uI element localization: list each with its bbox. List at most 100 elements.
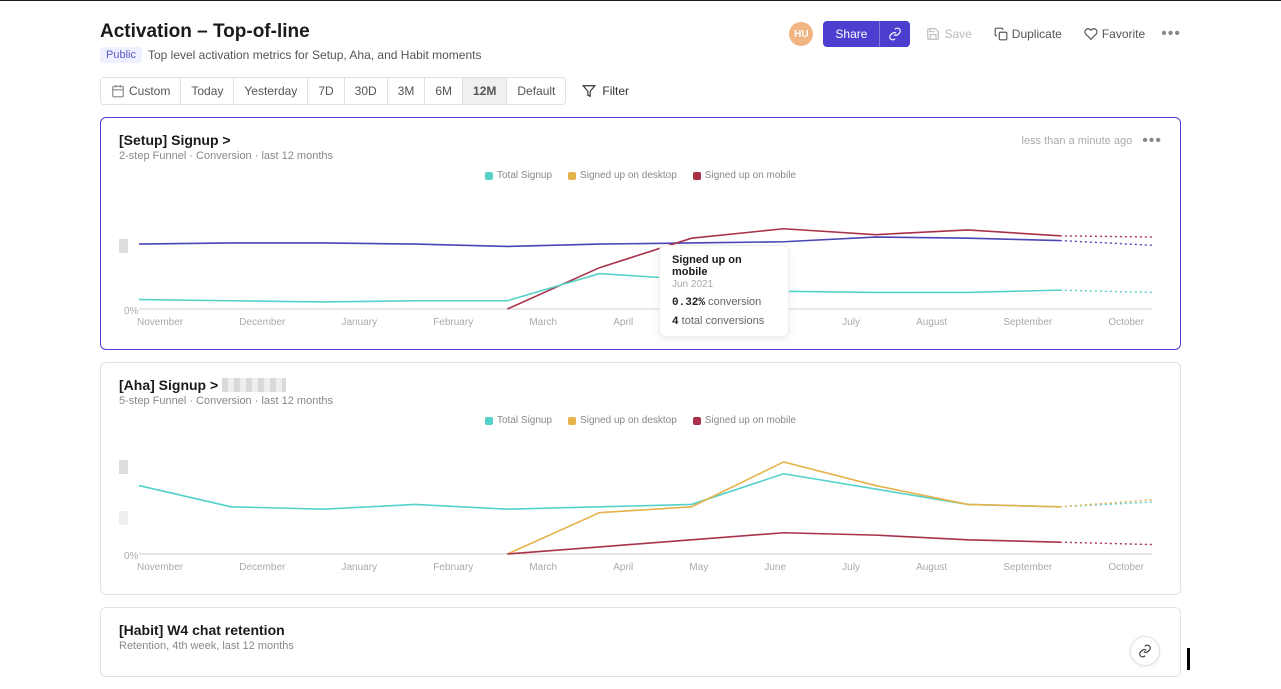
range-today[interactable]: Today bbox=[181, 78, 234, 104]
legend-item[interactable]: Total Signup bbox=[485, 415, 552, 426]
tooltip-date: Jun 2021 bbox=[672, 279, 776, 290]
x-tick-label: January bbox=[342, 317, 378, 328]
legend-label: Signed up on desktop bbox=[580, 170, 677, 181]
x-axis: NovemberDecemberJanuaryFebruaryMarchApri… bbox=[119, 315, 1162, 328]
legend-item[interactable]: Total Signup bbox=[485, 170, 552, 181]
legend-item[interactable]: Signed up on desktop bbox=[568, 170, 677, 181]
x-tick-label: November bbox=[137, 317, 183, 328]
y-axis-zero-label: 0% bbox=[124, 306, 138, 317]
card-aha-signup[interactable]: [Aha] Signup > 5-step Funnel · Conversio… bbox=[100, 362, 1181, 595]
x-tick-label: July bbox=[842, 317, 860, 328]
share-button[interactable]: Share bbox=[823, 21, 879, 47]
copy-link-button[interactable] bbox=[879, 21, 910, 47]
save-button: Save bbox=[920, 23, 977, 45]
x-tick-label: October bbox=[1108, 317, 1144, 328]
tooltip-row-2: 4 total conversions bbox=[672, 315, 776, 328]
legend-label: Signed up on mobile bbox=[705, 415, 796, 426]
duplicate-button[interactable]: Duplicate bbox=[988, 23, 1068, 45]
visibility-badge[interactable]: Public bbox=[100, 47, 142, 63]
duplicate-icon bbox=[994, 27, 1008, 41]
legend-item[interactable]: Signed up on desktop bbox=[568, 415, 677, 426]
card-title: [Aha] Signup > bbox=[119, 377, 218, 393]
avatar[interactable]: HU bbox=[789, 22, 813, 46]
y-axis-marker-2 bbox=[119, 511, 128, 525]
card-header: [Aha] Signup > 5-step Funnel · Conversio… bbox=[119, 377, 1162, 407]
y-axis-marker bbox=[119, 239, 128, 253]
filter-label: Filter bbox=[602, 84, 629, 98]
header-actions: HU Share Save Duplicate Favorite ••• bbox=[789, 21, 1181, 47]
toolbar: CustomTodayYesterday7D30D3M6M12MDefault … bbox=[100, 77, 1181, 105]
heart-icon bbox=[1084, 27, 1098, 41]
legend-swatch bbox=[693, 417, 701, 425]
x-axis: NovemberDecemberJanuaryFebruaryMarchApri… bbox=[119, 560, 1162, 573]
range-yesterday[interactable]: Yesterday bbox=[234, 78, 308, 104]
legend-swatch bbox=[568, 172, 576, 180]
x-tick-label: December bbox=[239, 317, 285, 328]
card-title: [Habit] W4 chat retention bbox=[119, 622, 294, 638]
chart-area: 0% NovemberDecemberJanuaryFebruaryMarchA… bbox=[119, 185, 1162, 335]
card-timestamp: less than a minute ago bbox=[1022, 135, 1133, 147]
link-icon bbox=[1138, 644, 1152, 658]
range-custom[interactable]: Custom bbox=[101, 78, 181, 104]
card-subtitle: 2-step Funnel · Conversion · last 12 mon… bbox=[119, 150, 333, 162]
range-6m[interactable]: 6M bbox=[425, 78, 463, 104]
x-tick-label: June bbox=[764, 562, 786, 573]
card-habit-retention[interactable]: [Habit] W4 chat retention Retention, 4th… bbox=[100, 607, 1181, 677]
legend-swatch bbox=[485, 172, 493, 180]
x-tick-label: August bbox=[916, 317, 947, 328]
range-3m[interactable]: 3M bbox=[388, 78, 426, 104]
page-subtitle: Top level activation metrics for Setup, … bbox=[148, 48, 482, 62]
legend-item[interactable]: Signed up on mobile bbox=[693, 415, 796, 426]
legend-swatch bbox=[568, 417, 576, 425]
range-30d[interactable]: 30D bbox=[345, 78, 388, 104]
y-axis-marker bbox=[119, 460, 128, 474]
line-chart bbox=[119, 185, 1162, 315]
chart-legend: Total Signup Signed up on desktop Signed u… bbox=[119, 170, 1162, 181]
x-tick-label: April bbox=[613, 317, 633, 328]
x-tick-label: September bbox=[1003, 562, 1052, 573]
legend-swatch bbox=[485, 417, 493, 425]
redacted-text bbox=[222, 378, 286, 392]
card-meta: less than a minute ago ••• bbox=[1022, 132, 1163, 150]
range-7d[interactable]: 7D bbox=[308, 78, 344, 104]
tooltip-title: Signed up on mobile bbox=[672, 254, 776, 278]
share-button-group: Share bbox=[823, 21, 910, 47]
x-tick-label: September bbox=[1003, 317, 1052, 328]
x-tick-label: December bbox=[239, 562, 285, 573]
card-more-icon[interactable]: ••• bbox=[1142, 132, 1162, 150]
card-header: [Habit] W4 chat retention Retention, 4th… bbox=[119, 622, 1162, 652]
card-subtitle: 5-step Funnel · Conversion · last 12 mon… bbox=[119, 395, 333, 407]
range-12m[interactable]: 12M bbox=[463, 78, 507, 104]
card-subtitle: Retention, 4th week, last 12 months bbox=[119, 640, 294, 652]
link-icon bbox=[888, 27, 902, 41]
x-tick-label: May bbox=[689, 562, 708, 573]
card-setup-signup[interactable]: [Setup] Signup > 2-step Funnel · Convers… bbox=[100, 117, 1181, 350]
range-default[interactable]: Default bbox=[507, 78, 565, 104]
legend-item[interactable]: Signed up on mobile bbox=[693, 170, 796, 181]
card-title-row: [Aha] Signup > bbox=[119, 377, 333, 393]
card-header: [Setup] Signup > 2-step Funnel · Convers… bbox=[119, 132, 1162, 162]
header-left: Activation – Top-of-line Public Top leve… bbox=[100, 21, 481, 63]
chart-area: 0% NovemberDecemberJanuaryFebruaryMarchA… bbox=[119, 430, 1162, 580]
calendar-icon bbox=[111, 84, 125, 98]
x-tick-label: August bbox=[916, 562, 947, 573]
more-menu-icon[interactable]: ••• bbox=[1161, 25, 1181, 43]
subtitle-row: Public Top level activation metrics for … bbox=[100, 47, 481, 63]
legend-label: Signed up on mobile bbox=[705, 170, 796, 181]
date-range-group: CustomTodayYesterday7D30D3M6M12MDefault bbox=[100, 77, 566, 105]
filter-button[interactable]: Filter bbox=[582, 84, 629, 98]
chart-tooltip: Signed up on mobile Jun 2021 0.32% conve… bbox=[659, 245, 789, 337]
chart-legend: Total Signup Signed up on desktop Signed u… bbox=[119, 415, 1162, 426]
favorite-label: Favorite bbox=[1102, 27, 1145, 41]
duplicate-label: Duplicate bbox=[1012, 27, 1062, 41]
page-header: Activation – Top-of-line Public Top leve… bbox=[100, 21, 1181, 63]
link-fab-button[interactable] bbox=[1130, 636, 1160, 666]
x-tick-label: March bbox=[529, 317, 557, 328]
page-content: Activation – Top-of-line Public Top leve… bbox=[0, 1, 1281, 677]
filter-icon bbox=[582, 84, 596, 98]
x-tick-label: November bbox=[137, 562, 183, 573]
legend-swatch bbox=[693, 172, 701, 180]
save-icon bbox=[926, 27, 940, 41]
favorite-button[interactable]: Favorite bbox=[1078, 23, 1151, 45]
tooltip-row-1: 0.32% conversion bbox=[672, 296, 776, 309]
